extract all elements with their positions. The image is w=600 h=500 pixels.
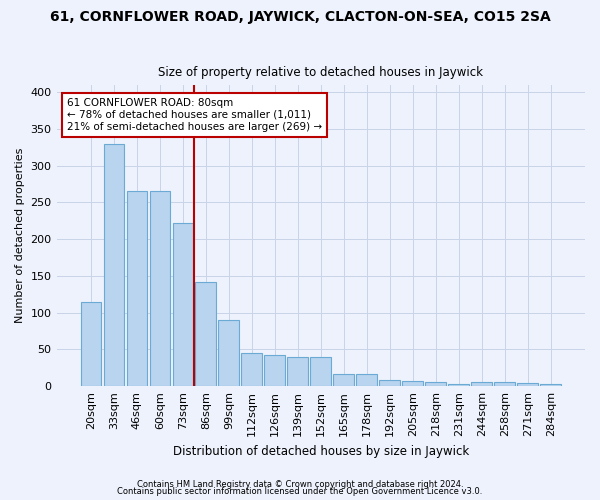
Bar [218,320,239,386]
Bar [494,382,515,386]
Text: Contains public sector information licensed under the Open Government Licence v3: Contains public sector information licen… [118,487,482,496]
Bar [310,357,331,386]
Bar [173,223,193,386]
Bar [241,353,262,386]
Bar [265,354,285,386]
Bar [472,382,492,386]
Bar [334,374,354,386]
Bar [540,384,561,386]
Bar [379,380,400,386]
Bar [425,382,446,386]
Bar [196,282,216,386]
Text: 61, CORNFLOWER ROAD, JAYWICK, CLACTON-ON-SEA, CO15 2SA: 61, CORNFLOWER ROAD, JAYWICK, CLACTON-ON… [50,10,550,24]
Bar [517,383,538,386]
Bar [356,374,377,386]
Bar [104,144,124,386]
Title: Size of property relative to detached houses in Jaywick: Size of property relative to detached ho… [158,66,483,80]
Bar [80,302,101,386]
Text: 61 CORNFLOWER ROAD: 80sqm
← 78% of detached houses are smaller (1,011)
21% of se: 61 CORNFLOWER ROAD: 80sqm ← 78% of detac… [67,98,322,132]
Bar [403,381,423,386]
Bar [127,192,147,386]
Bar [149,192,170,386]
Text: Contains HM Land Registry data © Crown copyright and database right 2024.: Contains HM Land Registry data © Crown c… [137,480,463,489]
Y-axis label: Number of detached properties: Number of detached properties [15,148,25,323]
X-axis label: Distribution of detached houses by size in Jaywick: Distribution of detached houses by size … [173,444,469,458]
Bar [448,384,469,386]
Bar [287,357,308,386]
